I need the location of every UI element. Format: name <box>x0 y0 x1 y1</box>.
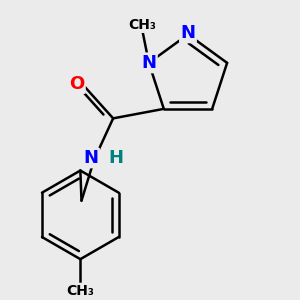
Text: O: O <box>69 74 84 92</box>
Text: N: N <box>141 54 156 72</box>
Text: N: N <box>181 24 196 42</box>
Text: H: H <box>109 149 124 167</box>
Text: CH₃: CH₃ <box>129 18 157 32</box>
Text: CH₃: CH₃ <box>66 284 94 298</box>
Text: N: N <box>83 149 98 167</box>
